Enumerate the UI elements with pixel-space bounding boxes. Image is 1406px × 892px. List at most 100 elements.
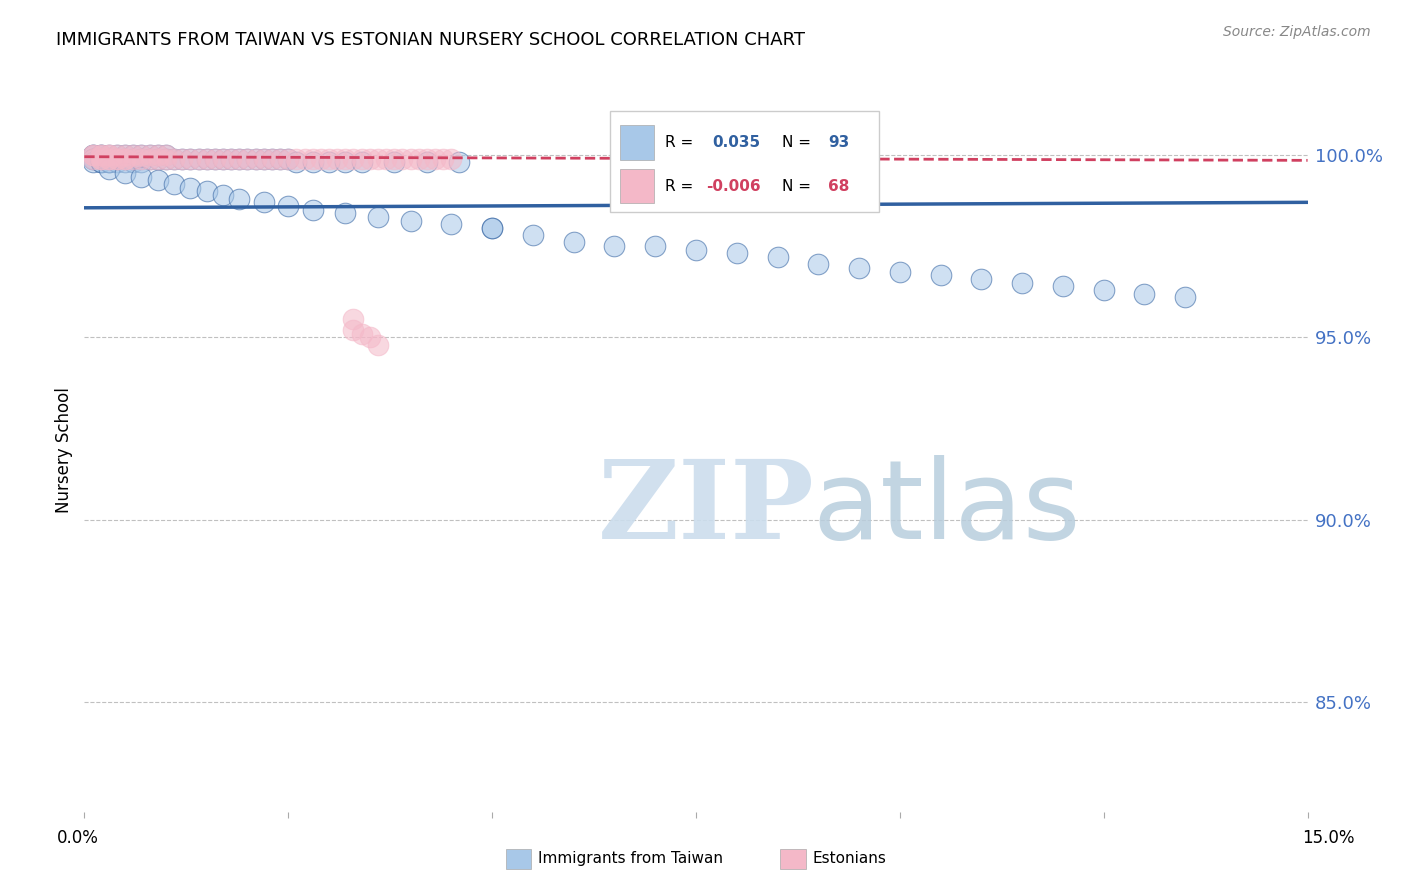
Point: [179, 180, 201, 194]
Point: [277, 152, 299, 166]
Point: [253, 195, 276, 210]
Point: [277, 199, 299, 213]
Point: [440, 217, 463, 231]
Point: [172, 152, 194, 166]
Text: N =: N =: [782, 136, 811, 150]
Bar: [620, 126, 654, 160]
Point: [82, 148, 104, 162]
Point: [179, 152, 201, 166]
Point: [1011, 276, 1033, 290]
Point: [97, 155, 120, 169]
Point: [90, 152, 112, 166]
Point: [269, 152, 291, 166]
Point: [416, 152, 439, 166]
Point: [155, 152, 177, 166]
Point: [90, 148, 112, 162]
Point: [204, 152, 226, 166]
Point: [97, 148, 120, 162]
Point: [131, 155, 153, 169]
Point: [342, 152, 364, 166]
Point: [253, 152, 276, 166]
Point: [1174, 290, 1197, 304]
Text: -0.006: -0.006: [706, 178, 761, 194]
Point: [105, 155, 128, 169]
Point: [685, 243, 707, 257]
Point: [146, 173, 169, 187]
Point: [725, 246, 748, 260]
Point: [179, 152, 201, 166]
Point: [90, 148, 112, 162]
Text: R =: R =: [665, 136, 693, 150]
Point: [212, 152, 235, 166]
Point: [391, 152, 413, 166]
Point: [90, 152, 112, 166]
Point: [326, 152, 349, 166]
Point: [848, 260, 870, 275]
Point: [131, 152, 153, 166]
Point: [432, 152, 454, 166]
Point: [1092, 283, 1115, 297]
Text: N =: N =: [782, 178, 811, 194]
Point: [644, 239, 666, 253]
Text: R =: R =: [665, 178, 693, 194]
Point: [195, 152, 218, 166]
Point: [335, 206, 357, 220]
Text: Immigrants from Taiwan: Immigrants from Taiwan: [538, 852, 724, 866]
Point: [97, 148, 120, 162]
Point: [228, 152, 250, 166]
Point: [114, 152, 136, 166]
Point: [236, 152, 259, 166]
Point: [212, 152, 235, 166]
Point: [277, 152, 299, 166]
Point: [228, 152, 250, 166]
Point: [269, 152, 291, 166]
Point: [122, 152, 145, 166]
Point: [219, 152, 242, 166]
Point: [155, 148, 177, 162]
Point: [155, 148, 177, 162]
Point: [122, 148, 145, 162]
Point: [90, 148, 112, 162]
Point: [342, 323, 364, 337]
Point: [309, 152, 332, 166]
Point: [146, 152, 169, 166]
Point: [114, 152, 136, 166]
Point: [285, 155, 308, 169]
Point: [285, 152, 308, 166]
Point: [228, 192, 250, 206]
Point: [105, 152, 128, 166]
Point: [481, 220, 503, 235]
Point: [155, 152, 177, 166]
Point: [449, 155, 471, 169]
Point: [90, 152, 112, 166]
Point: [350, 152, 373, 166]
Point: [90, 152, 112, 166]
Point: [97, 152, 120, 166]
Point: [301, 155, 323, 169]
Point: [82, 148, 104, 162]
Point: [97, 152, 120, 166]
Text: atlas: atlas: [813, 455, 1081, 562]
Point: [253, 152, 276, 166]
Bar: [620, 169, 654, 203]
Point: [1052, 279, 1074, 293]
Text: 15.0%: 15.0%: [1302, 829, 1355, 847]
Point: [105, 152, 128, 166]
Point: [408, 152, 430, 166]
Point: [440, 152, 463, 166]
Point: [889, 265, 911, 279]
Point: [163, 152, 186, 166]
Point: [97, 148, 120, 162]
Point: [382, 152, 405, 166]
Point: [522, 228, 544, 243]
Point: [301, 202, 323, 217]
Point: [562, 235, 585, 250]
Point: [318, 152, 340, 166]
Point: [97, 152, 120, 166]
Point: [105, 148, 128, 162]
Point: [90, 155, 112, 169]
Point: [131, 152, 153, 166]
Text: Estonians: Estonians: [813, 852, 887, 866]
Point: [82, 152, 104, 166]
Point: [122, 152, 145, 166]
